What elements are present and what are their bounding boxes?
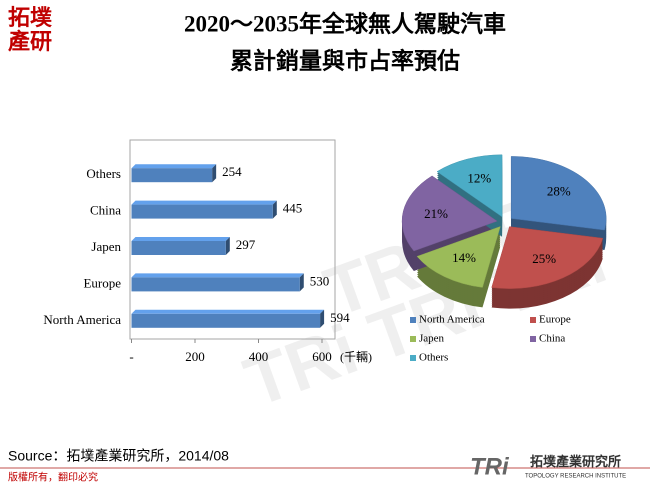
legend-label: North America <box>419 314 485 326</box>
value-label: 594 <box>330 310 350 325</box>
title: 累計銷量與市占率預估 <box>230 47 460 73</box>
bar <box>131 168 213 183</box>
legend-swatch <box>410 317 416 323</box>
bar-side <box>272 200 277 219</box>
y-tick-label: Others <box>86 166 121 181</box>
charts: - 200 400 600 (千輛) Others 254 China 445 Japen 297 E… <box>43 139 607 364</box>
value-label: 254 <box>222 164 242 179</box>
y-tick-label: Europe <box>83 275 121 290</box>
x-unit: (千輛) <box>340 350 372 364</box>
legend-label: Japen <box>419 333 445 345</box>
copyright: 版權所有，翻印必究 <box>8 471 98 484</box>
bar-side <box>212 164 217 183</box>
value-label: 12% <box>467 170 491 185</box>
pie-slice <box>510 156 607 231</box>
x-tick-label: 200 <box>185 349 205 364</box>
legend-swatch <box>410 355 416 361</box>
y-tick-label: China <box>90 203 121 218</box>
bar <box>131 204 273 219</box>
bar <box>131 313 321 328</box>
x-tick-label: - <box>129 349 133 364</box>
y-tick-label: North America <box>43 312 121 327</box>
title: 2020～2035年全球無人駕駛汽車 <box>184 10 506 36</box>
bar <box>131 241 226 255</box>
source: Source：拓墣產業研究所，2014/08 <box>8 448 229 464</box>
logo-text: 產研 <box>8 29 52 54</box>
legend-swatch <box>530 317 536 323</box>
bar-top <box>131 200 277 205</box>
brand-mark: TRi <box>470 453 510 480</box>
logo-box <box>4 4 60 60</box>
value-label: 297 <box>236 237 256 252</box>
bar-top <box>131 273 304 278</box>
value-label: 14% <box>452 250 476 265</box>
bar <box>131 277 300 292</box>
legend-swatch <box>530 336 536 342</box>
logo-text: 拓墣 <box>8 5 52 30</box>
legend-label: Others <box>419 352 448 364</box>
bar-top <box>131 237 230 241</box>
value-label: 445 <box>283 201 303 216</box>
bar-side <box>225 237 230 255</box>
legend-label: Europe <box>539 314 571 326</box>
value-label: 28% <box>547 184 571 199</box>
pie-slice <box>491 226 604 289</box>
value-label: 25% <box>532 251 556 266</box>
pie-slice <box>436 154 503 218</box>
value-label: 530 <box>310 273 330 288</box>
plot-frame <box>129 139 336 340</box>
bar-side <box>299 273 304 292</box>
brand-name: 拓墣產業研究所 <box>530 454 621 469</box>
x-tick-label: 600 <box>312 349 332 364</box>
y-tick-label: Japen <box>91 239 121 254</box>
brand-subtitle: TOPOLOGY RESEARCH INSTITUTE <box>525 474 626 480</box>
x-tick-label: 400 <box>249 349 269 364</box>
bar-side <box>320 309 325 328</box>
legend-label: China <box>539 333 565 345</box>
pie-slice <box>401 175 498 252</box>
bar-top <box>131 164 217 169</box>
value-label: 21% <box>424 206 448 221</box>
bar-top <box>131 309 325 314</box>
pie-slice <box>416 226 501 288</box>
legend-swatch <box>410 336 416 342</box>
